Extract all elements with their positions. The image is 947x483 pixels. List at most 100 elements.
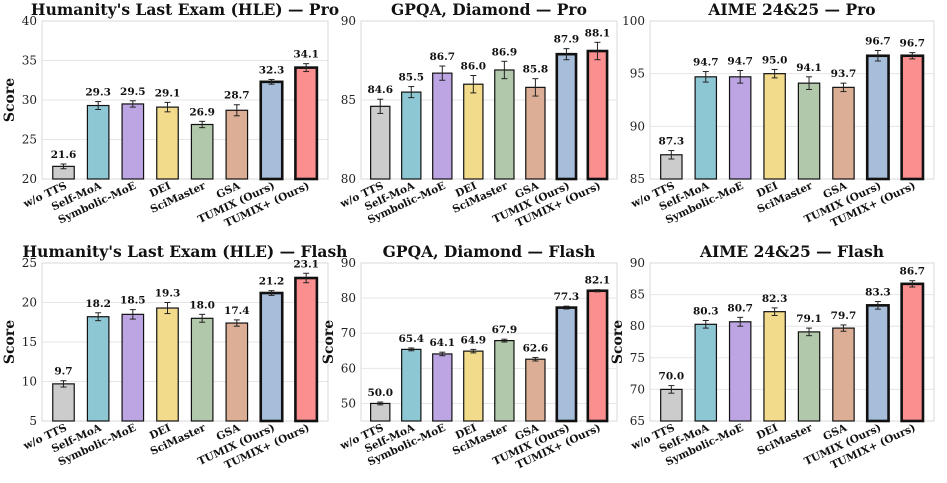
bar-self-moa bbox=[401, 91, 422, 180]
bar-gsa bbox=[225, 109, 249, 180]
value-label-tumix-ours: 83.3 bbox=[865, 287, 891, 299]
bar-tumix-ours bbox=[586, 49, 609, 181]
plot-frame bbox=[649, 20, 935, 180]
value-label-tumix-ours: 21.2 bbox=[259, 276, 285, 288]
value-label-scimaster: 86.9 bbox=[492, 46, 518, 58]
value-label-scimaster: 79.1 bbox=[796, 313, 822, 325]
y-tick-label: 90 bbox=[341, 14, 356, 28]
bar-self-moa bbox=[86, 316, 110, 422]
bar-dei bbox=[763, 311, 786, 422]
bar-symbolic-moe bbox=[432, 353, 453, 422]
y-tick-label: 30 bbox=[22, 93, 37, 107]
bar-self-moa bbox=[694, 323, 718, 422]
bar-tumix-ours bbox=[555, 306, 578, 423]
chart-panel-5: 50 60 70 80 90 GPQA, Diamond — Flash Score 50.0… bbox=[321, 242, 618, 472]
bar-gsa bbox=[225, 322, 249, 422]
plot-frame bbox=[41, 20, 329, 180]
plot-frame bbox=[360, 20, 618, 180]
bar-tumix-ours bbox=[259, 291, 284, 423]
y-tick-label: 95 bbox=[630, 67, 645, 81]
value-label-w-o-tts: 21.6 bbox=[51, 149, 77, 161]
value-label-gsa: 85.8 bbox=[523, 64, 549, 76]
y-axis-label: Score bbox=[321, 320, 337, 364]
value-label-tumix-ours: 77.3 bbox=[554, 291, 580, 303]
bar-dei bbox=[156, 106, 179, 180]
y-tick-label: 90 bbox=[341, 256, 356, 270]
value-label-self-moa: 94.7 bbox=[693, 57, 719, 69]
bar-tumix-ours bbox=[555, 52, 578, 181]
chart-title: AIME 24&25 — Pro bbox=[707, 0, 875, 19]
y-tick-label: 80 bbox=[341, 172, 356, 186]
y-tick-label: 50 bbox=[341, 396, 356, 410]
chart-title: AIME 24&25 — Flash bbox=[699, 242, 884, 261]
value-label-symbolic-moe: 86.7 bbox=[430, 51, 456, 63]
y-tick-label: 25 bbox=[22, 256, 37, 270]
value-label-tumix-ours: 96.7 bbox=[865, 35, 891, 47]
value-label-gsa: 17.4 bbox=[224, 305, 250, 317]
y-tick-label: 80 bbox=[341, 291, 356, 305]
chart-title: GPQA, Diamond — Flash bbox=[383, 242, 596, 261]
bar-dei bbox=[763, 73, 786, 180]
bar-scimaster bbox=[494, 69, 515, 180]
y-tick-label: 35 bbox=[22, 54, 37, 68]
bar-w-o-tts bbox=[660, 388, 683, 422]
value-label-symbolic-moe: 29.5 bbox=[120, 86, 146, 98]
y-tick-label: 25 bbox=[22, 133, 37, 147]
bar-scimaster bbox=[494, 339, 515, 422]
bar-tumix-ours bbox=[865, 54, 890, 181]
value-label-tumix-ours: 88.1 bbox=[585, 27, 611, 39]
bar-tumix-ours bbox=[259, 80, 284, 181]
value-label-dei: 19.3 bbox=[155, 288, 181, 300]
bar-w-o-tts bbox=[52, 383, 75, 422]
value-label-dei: 86.0 bbox=[461, 61, 487, 73]
value-label-w-o-tts: 50.0 bbox=[367, 387, 393, 399]
value-label-w-o-tts: 9.7 bbox=[54, 366, 72, 378]
bar-self-moa bbox=[401, 348, 422, 422]
bar-gsa bbox=[525, 86, 546, 180]
value-label-tumix-ours: 86.7 bbox=[900, 266, 926, 278]
bar-scimaster bbox=[190, 123, 214, 180]
value-label-symbolic-moe: 80.7 bbox=[727, 302, 753, 314]
value-label-gsa: 62.6 bbox=[523, 342, 549, 354]
chart-title: Humanity's Last Exam (HLE) — Flash bbox=[23, 242, 348, 261]
value-label-gsa: 93.7 bbox=[831, 68, 857, 80]
plot-frame bbox=[649, 262, 935, 422]
y-axis-label: Score bbox=[2, 320, 18, 364]
bar-symbolic-moe bbox=[121, 103, 145, 180]
y-axis-label: Score bbox=[2, 78, 18, 122]
value-label-symbolic-moe: 18.5 bbox=[120, 295, 146, 307]
y-tick-label: 20 bbox=[22, 296, 37, 310]
y-tick-label: 40 bbox=[22, 14, 37, 28]
bar-gsa bbox=[832, 327, 855, 422]
y-axis-label: Score bbox=[610, 320, 626, 364]
bar-symbolic-moe bbox=[432, 72, 453, 180]
bar-self-moa bbox=[86, 104, 110, 180]
bar-w-o-tts bbox=[370, 105, 391, 180]
y-tick-label: 85 bbox=[630, 288, 645, 302]
value-label-self-moa: 85.5 bbox=[398, 72, 424, 84]
bar-gsa bbox=[525, 358, 546, 422]
value-label-symbolic-moe: 94.7 bbox=[727, 56, 753, 68]
bar-scimaster bbox=[797, 331, 821, 422]
value-label-gsa: 79.7 bbox=[831, 310, 857, 322]
value-label-self-moa: 80.3 bbox=[693, 306, 719, 318]
y-tick-label: 80 bbox=[630, 319, 645, 333]
bar-tumix-ours bbox=[294, 66, 319, 181]
y-tick-label: 60 bbox=[341, 361, 356, 375]
value-label-gsa: 28.7 bbox=[224, 90, 250, 102]
bar-w-o-tts bbox=[370, 402, 391, 422]
bar-scimaster bbox=[190, 317, 214, 422]
value-label-tumix-ours: 32.3 bbox=[259, 64, 285, 76]
y-tick-label: 100 bbox=[622, 14, 645, 28]
y-tick-label: 90 bbox=[630, 119, 645, 133]
value-label-tumix-ours: 82.1 bbox=[585, 275, 611, 287]
value-label-scimaster: 18.0 bbox=[189, 299, 215, 311]
value-label-scimaster: 94.1 bbox=[796, 62, 822, 74]
bar-tumix-ours bbox=[586, 289, 609, 423]
value-label-tumix-ours: 87.9 bbox=[554, 34, 580, 46]
